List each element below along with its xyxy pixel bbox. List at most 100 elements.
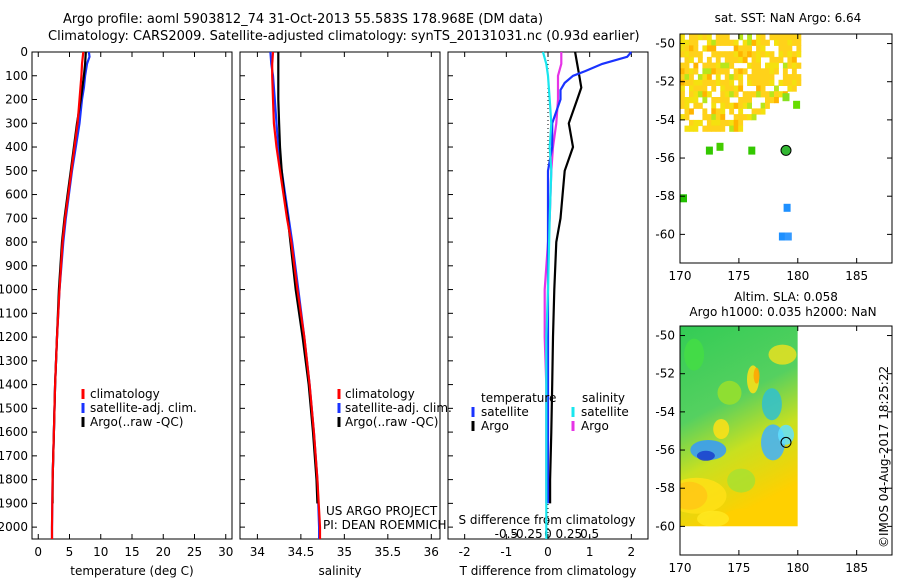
sst-map-cell — [715, 97, 721, 104]
difference-xtick-label: -2 — [459, 545, 471, 559]
sst-map-cell — [769, 79, 775, 86]
sst-map-cell — [689, 74, 694, 81]
sla-map-xtick-label: 185 — [845, 561, 868, 575]
sst-map-cell — [684, 102, 690, 109]
difference-xtick-label: -1 — [500, 545, 512, 559]
project-note-line2: PI: DEAN ROEMMICH — [323, 518, 446, 532]
sst-map-cell — [747, 97, 752, 104]
sst-map-cell — [733, 51, 739, 58]
sst-map-cell — [715, 108, 721, 115]
sst-map-cell — [689, 56, 694, 64]
sst-map-cell — [787, 79, 793, 86]
sst-map-cell — [751, 79, 757, 86]
sst-map-cell — [774, 56, 779, 64]
sst-map-cell — [706, 39, 712, 46]
sst-map-cell — [760, 74, 766, 81]
sst-map-cell — [720, 125, 726, 132]
temperature-xtick-label: 15 — [124, 545, 139, 559]
sst-map-cell — [729, 62, 735, 69]
sst-map-xtick-label: 180 — [786, 269, 809, 283]
sst-map-cell — [706, 56, 712, 64]
sst-map-cell — [702, 114, 708, 121]
sst-map-cell — [706, 34, 712, 41]
sst-map-cell — [689, 34, 694, 41]
sst-map-cell — [702, 74, 708, 81]
argo-position-marker — [780, 144, 792, 156]
sst-map-cell — [720, 102, 726, 109]
sst-map-cell — [724, 68, 730, 75]
sst-map-cell — [756, 51, 761, 58]
sst-map-cell — [724, 56, 730, 64]
sst-map-cell — [782, 79, 788, 86]
sst-map-cell — [778, 34, 784, 41]
sst-map-ytick-label: -60 — [655, 227, 675, 241]
sst-map-cell — [729, 85, 735, 92]
sst-map-cell — [711, 62, 717, 69]
sst-map-cell — [705, 146, 713, 155]
temperature-xtick-label: 25 — [187, 545, 202, 559]
sst-map-cell — [796, 39, 802, 46]
temperature-plot-frame — [31, 51, 233, 540]
sst-map-cell — [693, 39, 699, 46]
sst-map-cell — [689, 51, 694, 58]
sst-map-cell — [680, 114, 685, 121]
sst-map-ytick-label: -54 — [655, 113, 675, 127]
sst-map-cell — [715, 39, 721, 46]
sla-map-ytick-label: -52 — [655, 367, 675, 381]
sst-map-cell — [711, 108, 717, 115]
sst-map-cell — [738, 51, 744, 58]
sst-map-xtick-label: 175 — [727, 269, 750, 283]
temperature-legend-label: satellite-adj. clim. — [90, 401, 197, 415]
sst-map-cell — [733, 56, 739, 64]
sst-map-cell — [791, 56, 797, 64]
sst-map-cell — [729, 74, 735, 81]
sst-map-cell — [796, 62, 802, 69]
sst-map-cell — [787, 45, 793, 52]
sst-map-cell — [760, 34, 766, 41]
sst-map-cell — [742, 114, 748, 121]
sst-map-cell — [782, 45, 788, 52]
sst-map-cell — [715, 68, 721, 75]
sst-map-cell — [702, 91, 708, 98]
sst-map-cell — [706, 74, 712, 81]
sst-map-cell — [774, 34, 779, 41]
depth-tick-label: 0 — [20, 45, 28, 59]
sst-map-cell — [747, 114, 752, 121]
sst-map-cell — [720, 114, 726, 121]
sst-map-cell — [693, 62, 699, 69]
sst-map-cell — [774, 91, 779, 98]
sst-map-cell — [715, 56, 721, 64]
sst-map-cell — [769, 51, 775, 58]
sst-map-cell — [720, 85, 726, 92]
salinity-diff-tick-label: -0.5 — [495, 527, 518, 541]
copyright-watermark: ©IMOS 04-Aug-2017 18:25:22 — [877, 365, 891, 548]
salinity-diff-tick-label: 0.5 — [580, 527, 599, 541]
sla-map-ytick-label: -60 — [655, 519, 675, 533]
sla-map-field — [680, 326, 798, 527]
sla-map-xtick-label: 180 — [786, 561, 809, 575]
sst-map-cell — [756, 68, 761, 75]
sst-map-cell — [782, 34, 788, 41]
sst-map-cell — [706, 114, 712, 121]
sst-map-cell — [697, 91, 703, 98]
sst-map-cell — [702, 85, 708, 92]
sst-map-cell — [756, 34, 761, 41]
sst-map-cell — [738, 68, 744, 75]
sst-map-cell — [689, 79, 694, 86]
sst-map-cell — [742, 51, 748, 58]
sst-map-cell — [680, 62, 685, 69]
sst-map-cell — [702, 34, 708, 41]
sst-map-cell — [791, 34, 797, 41]
sst-map-cell — [778, 91, 784, 98]
sst-map-cell — [751, 108, 757, 115]
sst-map-cell — [796, 45, 802, 52]
sst-map-cell — [715, 51, 721, 58]
sst-map-cell — [765, 102, 770, 109]
salinity-diff-tick-label: -0.25 — [512, 527, 543, 541]
sst-map-cell — [693, 68, 699, 75]
sst-map-cell — [733, 125, 739, 132]
sst-map-cell — [760, 91, 766, 98]
sst-map-cell — [724, 51, 730, 58]
sst-map-cell — [733, 91, 739, 98]
sst-map-cell — [729, 119, 735, 127]
